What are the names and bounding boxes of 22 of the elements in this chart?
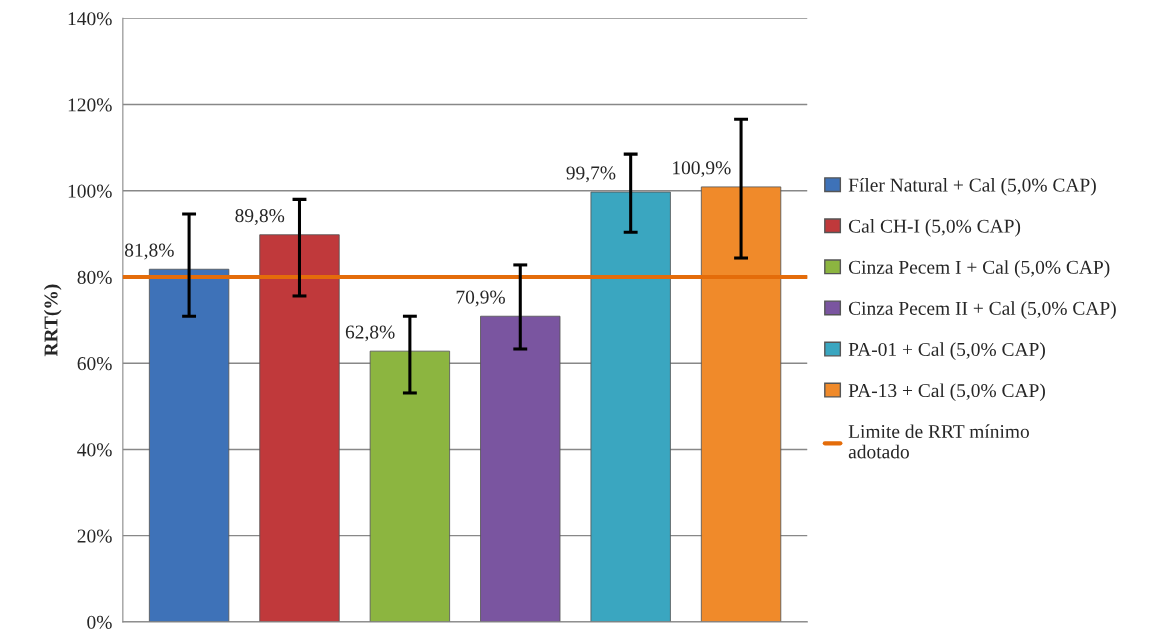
data-label: 81,8% xyxy=(124,243,174,260)
data-label: 89,8% xyxy=(235,209,285,225)
y-tick-label: 60% xyxy=(77,357,112,371)
legend-label: Cinza Pecem I + Cal (5,0% CAP) xyxy=(848,260,1110,278)
legend-label: Cinza Pecem II + Cal (5,0% CAP) xyxy=(848,301,1116,319)
legend-label: Cal CH-I (5,0% CAP) xyxy=(848,219,1021,237)
y-tick-label: 140% xyxy=(68,12,112,26)
legend-label: Limite de RRT mínimo adotado xyxy=(848,424,1029,459)
data-label: 100,9% xyxy=(673,161,731,178)
legend-label: Fíler Natural + Cal (5,0% CAP) xyxy=(848,177,1096,196)
y-tick-label: 80% xyxy=(77,270,112,284)
data-label: 70,9% xyxy=(456,290,505,307)
y-tick-label: 40% xyxy=(77,443,112,457)
y-tick-label: 120% xyxy=(68,98,112,112)
legend-label: PA-13 + Cal (5,0% CAP) xyxy=(848,383,1045,402)
data-label: 62,8% xyxy=(345,325,395,342)
data-label: 99,7% xyxy=(566,166,616,183)
legend-label: PA-01 + Cal (5,0% CAP) xyxy=(848,342,1045,360)
y-tick-label: 20% xyxy=(77,529,112,543)
y-axis-title: RRT(%) xyxy=(43,284,62,357)
y-tick-label: 0% xyxy=(87,615,112,629)
y-tick-label: 100% xyxy=(68,184,112,198)
